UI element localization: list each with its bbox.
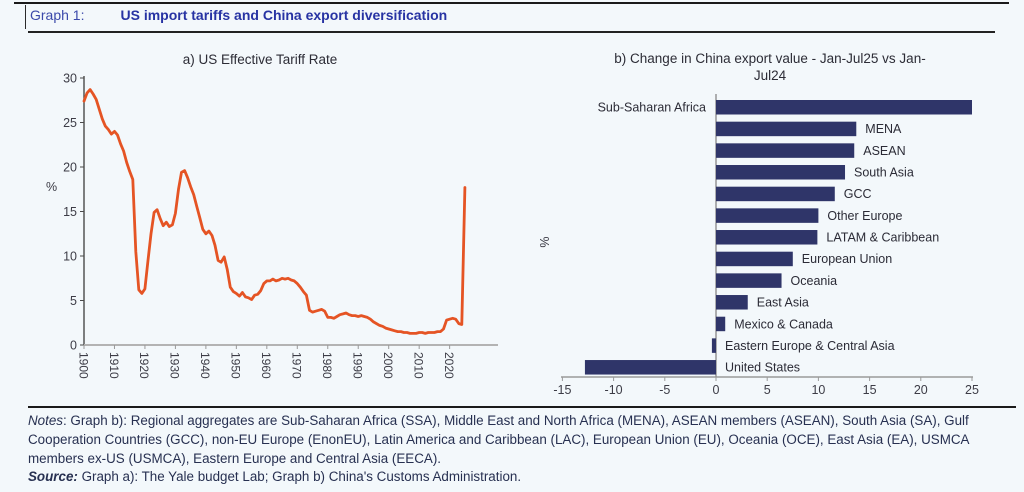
y-tick-label: 25 [63,116,77,130]
notes-block: Notes: Graph b): Regional aggregates are… [28,412,1020,487]
bar [716,208,819,223]
bar [584,360,716,375]
x-tick-label: 1960 [259,352,273,379]
source-text: Graph a): The Yale budget Lab; Graph b) … [77,469,522,485]
y-tick-label: 30 [63,71,77,85]
x-tick-label: 1920 [137,352,151,379]
graph-header: Graph 1: US import tariffs and China expo… [30,7,447,23]
bar [716,100,972,115]
x-tick-label: -10 [605,383,623,397]
x-tick-label: 1900 [76,352,90,379]
bar-label: ASEAN [863,144,905,158]
tariff-rate-line [82,88,467,335]
bar-label: East Asia [757,296,809,310]
bar-chart-china-exports: Sub-Saharan Africa MENA ASEAN South Asia GCC… [538,94,979,397]
x-tick-label: 20 [914,383,928,397]
top-rule [14,2,1009,4]
y-tick-label: 20 [63,160,77,174]
notes-text: : Graph b): Regional aggregates are Sub-… [28,413,969,466]
bar [716,143,855,158]
bar-label: South Asia [854,166,914,180]
bar-label: LATAM & Caribbean [826,231,939,245]
bar-label: MENA [865,122,902,136]
y-tick-label: 0 [70,338,77,352]
header-rule [28,31,995,33]
bar-label: GCC [844,187,872,201]
bar-label: Mexico & Canada [734,317,833,331]
bar [716,230,818,245]
x-tick-label: 1930 [168,352,182,379]
chart-a-title: a) US Effective Tariff Rate [182,52,338,67]
x-tick-label: -15 [553,383,571,397]
x-tick-label: 1970 [290,352,304,379]
x-tick-label: 2010 [411,352,425,379]
graph-number-label: Graph 1: [30,7,85,23]
y-axis-unit-label: % [46,180,57,194]
bar [716,251,793,267]
source-line: Source: Graph a): The Yale budget Lab; G… [28,468,1020,487]
x-tick-label: 25 [965,383,979,397]
x-tick-label: 1940 [198,352,212,379]
y-tick-label: 10 [63,249,77,263]
bar-label: Eastern Europe & Central Asia [725,339,895,353]
bar-label: European Union [802,252,892,266]
chart-b-title-line2: Jul24 [753,68,787,83]
line-chart-us-tariff: 0 5 10 15 20 25 30% 1900 1910 1920 1930 1940 1950 196… [46,71,498,379]
x-tick-label: 2020 [442,352,456,379]
source-label: Source: [28,469,78,485]
bar [716,295,748,310]
x-tick-label: -5 [659,383,670,397]
notes-label: Notes [28,413,63,428]
bar-label: Oceania [791,274,838,288]
x-tick-label: 2000 [381,352,395,379]
x-tick-label: 15 [863,383,877,397]
x-tick-label: 1910 [107,352,121,379]
y-axis-unit-label: % [538,236,552,247]
x-tick-label: 5 [764,383,771,397]
bar-label: Other Europe [827,209,902,223]
bar-label: Sub-Saharan Africa [598,101,706,115]
bar [716,273,782,288]
header-left-tick [25,5,26,29]
x-tick-label: 1990 [351,352,365,379]
chart-b-title-line1: b) Change in China export value - Jan-Ju… [614,51,926,66]
x-tick-label: 0 [713,383,720,397]
x-tick-label: 1980 [320,352,334,379]
bar [716,316,726,332]
x-tick-label: 1950 [229,352,243,379]
notes-rule [28,406,1016,408]
bar [716,165,846,180]
bar [716,186,835,202]
bar-label: United States [725,361,800,375]
bar [711,338,716,353]
y-tick-label: 5 [70,294,77,308]
y-tick-label: 15 [63,205,77,219]
graph-title: US import tariffs and China export diver… [120,7,448,23]
x-tick-label: 10 [811,383,825,397]
chart-b-title: b) Change in China export value - Jan-Ju… [555,50,985,84]
notes-line: Notes: Graph b): Regional aggregates are… [28,412,1020,468]
bar [716,121,857,137]
